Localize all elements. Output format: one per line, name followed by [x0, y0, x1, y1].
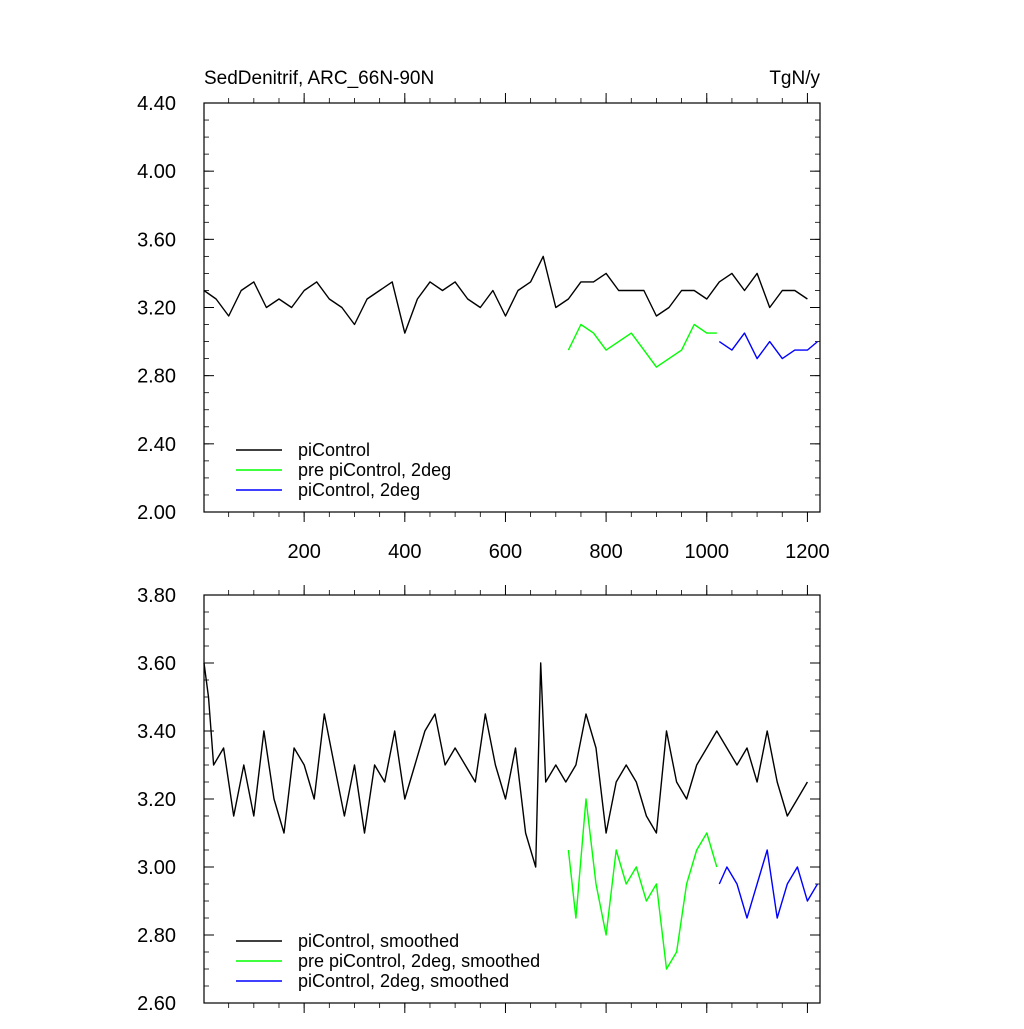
- legend-label: pre piControl, 2deg, smoothed: [298, 951, 540, 971]
- legend-label: piControl, 2deg: [298, 480, 420, 500]
- y-tick-label: 3.20: [137, 298, 176, 320]
- x-tick-label: 200: [287, 541, 320, 563]
- y-tick-label: 3.20: [137, 789, 176, 811]
- y-tick-label: 2.80: [137, 366, 176, 388]
- chart-title: SedDenitrif, ARC_66N-90N: [204, 68, 434, 89]
- y-tick-label: 3.40: [137, 721, 176, 743]
- series-line-bottom-1: [567, 798, 718, 970]
- x-tick-label: 1000: [685, 541, 730, 563]
- series-line-top-1: [567, 323, 717, 368]
- legend-label: pre piControl, 2deg: [298, 460, 451, 480]
- series-line-top-0: [203, 255, 808, 334]
- x-tick-label: 600: [489, 541, 522, 563]
- y-tick-label: 2.00: [137, 502, 176, 524]
- y-tick-label: 3.80: [137, 585, 176, 607]
- legend-label: piControl, smoothed: [298, 931, 459, 951]
- y-tick-label: 3.60: [137, 229, 176, 251]
- y-tick-label: 2.40: [137, 434, 176, 456]
- legend-label: piControl: [298, 440, 370, 460]
- y-tick-label: 2.80: [137, 925, 176, 947]
- series-line-bottom-0: [203, 662, 809, 868]
- y-tick-label: 4.40: [137, 93, 176, 115]
- y-tick-label: 3.00: [137, 857, 176, 879]
- y-tick-label: 2.60: [137, 993, 176, 1015]
- y-tick-label: 4.00: [137, 161, 176, 183]
- plot-frame: [203, 102, 821, 513]
- series-line-top-2: [718, 332, 818, 360]
- units-label: TgN/y: [769, 68, 820, 89]
- y-tick-label: 3.60: [137, 653, 176, 675]
- x-tick-label: 1200: [785, 541, 830, 563]
- x-tick-label: 400: [388, 541, 421, 563]
- series-line-bottom-2: [718, 849, 819, 919]
- legend-label: piControl, 2deg, smoothed: [298, 971, 509, 991]
- plot-frame: [203, 594, 821, 1004]
- x-tick-label: 800: [589, 541, 622, 563]
